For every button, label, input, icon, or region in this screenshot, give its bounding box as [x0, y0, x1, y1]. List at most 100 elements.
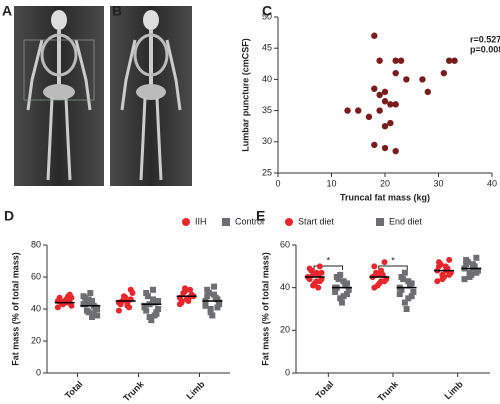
point — [340, 293, 347, 300]
limbs — [26, 39, 92, 181]
point — [141, 304, 148, 311]
ribcage — [40, 33, 78, 77]
point — [392, 57, 399, 64]
panel-label: D — [4, 208, 14, 224]
point — [204, 286, 211, 293]
point — [344, 280, 351, 287]
point — [211, 291, 218, 298]
y-tick-label: 20 — [280, 325, 290, 335]
point — [408, 293, 415, 300]
point — [150, 296, 157, 303]
point — [405, 295, 412, 302]
point — [440, 69, 448, 77]
point — [403, 76, 410, 83]
point — [355, 107, 362, 114]
point — [205, 290, 212, 296]
legend-marker — [222, 218, 230, 226]
point — [214, 304, 221, 311]
point — [126, 304, 133, 311]
point — [318, 269, 325, 276]
x-tick-label: Limb — [184, 379, 207, 402]
point — [400, 276, 407, 283]
point — [463, 261, 470, 268]
point — [68, 294, 75, 301]
panel-label: C — [262, 3, 272, 19]
point — [155, 306, 162, 312]
point — [85, 296, 92, 303]
point — [365, 113, 373, 121]
point — [381, 123, 389, 130]
point — [207, 306, 214, 312]
significance-label: * — [391, 255, 395, 265]
pelvis — [136, 84, 166, 100]
point — [178, 298, 185, 304]
point — [446, 256, 453, 263]
point — [435, 263, 442, 270]
y-tick-label: 60 — [280, 239, 290, 249]
point — [392, 147, 399, 155]
point — [94, 306, 101, 312]
spine — [57, 30, 61, 90]
point — [401, 269, 408, 276]
x-tick-label: Limb — [442, 379, 465, 402]
point — [371, 284, 378, 291]
point — [216, 301, 223, 308]
significance-bracket — [313, 265, 344, 270]
point — [202, 302, 209, 309]
point — [335, 276, 342, 283]
x-tick-label: Trunk — [376, 378, 401, 403]
spine — [149, 30, 153, 90]
point — [424, 88, 431, 96]
point — [143, 290, 150, 296]
point — [371, 32, 378, 39]
legend-label: End diet — [389, 216, 423, 226]
y-axis-label: Fat mass (% of total mass) — [10, 252, 20, 366]
point — [397, 57, 405, 64]
y-tick-label: 40 — [262, 74, 272, 84]
point — [446, 57, 453, 64]
significance-label: * — [327, 255, 331, 265]
legend-marker — [285, 218, 293, 226]
point — [434, 278, 441, 285]
skull — [143, 10, 159, 30]
point — [401, 299, 408, 306]
point — [473, 254, 480, 261]
panel-label: E — [256, 208, 265, 224]
x-tick-label: 30 — [433, 178, 443, 188]
point — [117, 301, 124, 308]
legend-marker — [182, 218, 190, 226]
point — [315, 284, 322, 291]
y-tick-label: 45 — [262, 43, 272, 53]
x-tick-label: Total — [314, 379, 336, 401]
point — [466, 269, 473, 276]
point — [151, 299, 158, 306]
point — [405, 278, 412, 285]
point — [146, 314, 153, 320]
ribcage — [133, 33, 169, 77]
point — [387, 119, 394, 127]
point — [83, 299, 90, 306]
x-tick-label: 20 — [380, 178, 390, 188]
x-axis-label: Truncal fat mass (kg) — [340, 192, 430, 202]
point — [87, 290, 94, 296]
point — [387, 101, 394, 108]
point — [181, 285, 188, 292]
point — [340, 278, 347, 285]
point — [392, 101, 399, 108]
point — [148, 317, 155, 324]
point — [396, 291, 403, 298]
point — [316, 263, 323, 270]
y-tick-label: 20 — [31, 335, 41, 345]
y-tick-label: 80 — [31, 239, 41, 249]
panel-label: B — [112, 3, 122, 19]
point — [80, 293, 87, 300]
point — [89, 314, 96, 320]
point — [313, 278, 320, 285]
point — [209, 312, 216, 319]
point — [451, 57, 458, 64]
point — [475, 267, 482, 274]
y-axis-label: Fat mass (% of total mass) — [260, 252, 270, 366]
point — [378, 278, 385, 285]
region-box — [23, 39, 95, 101]
